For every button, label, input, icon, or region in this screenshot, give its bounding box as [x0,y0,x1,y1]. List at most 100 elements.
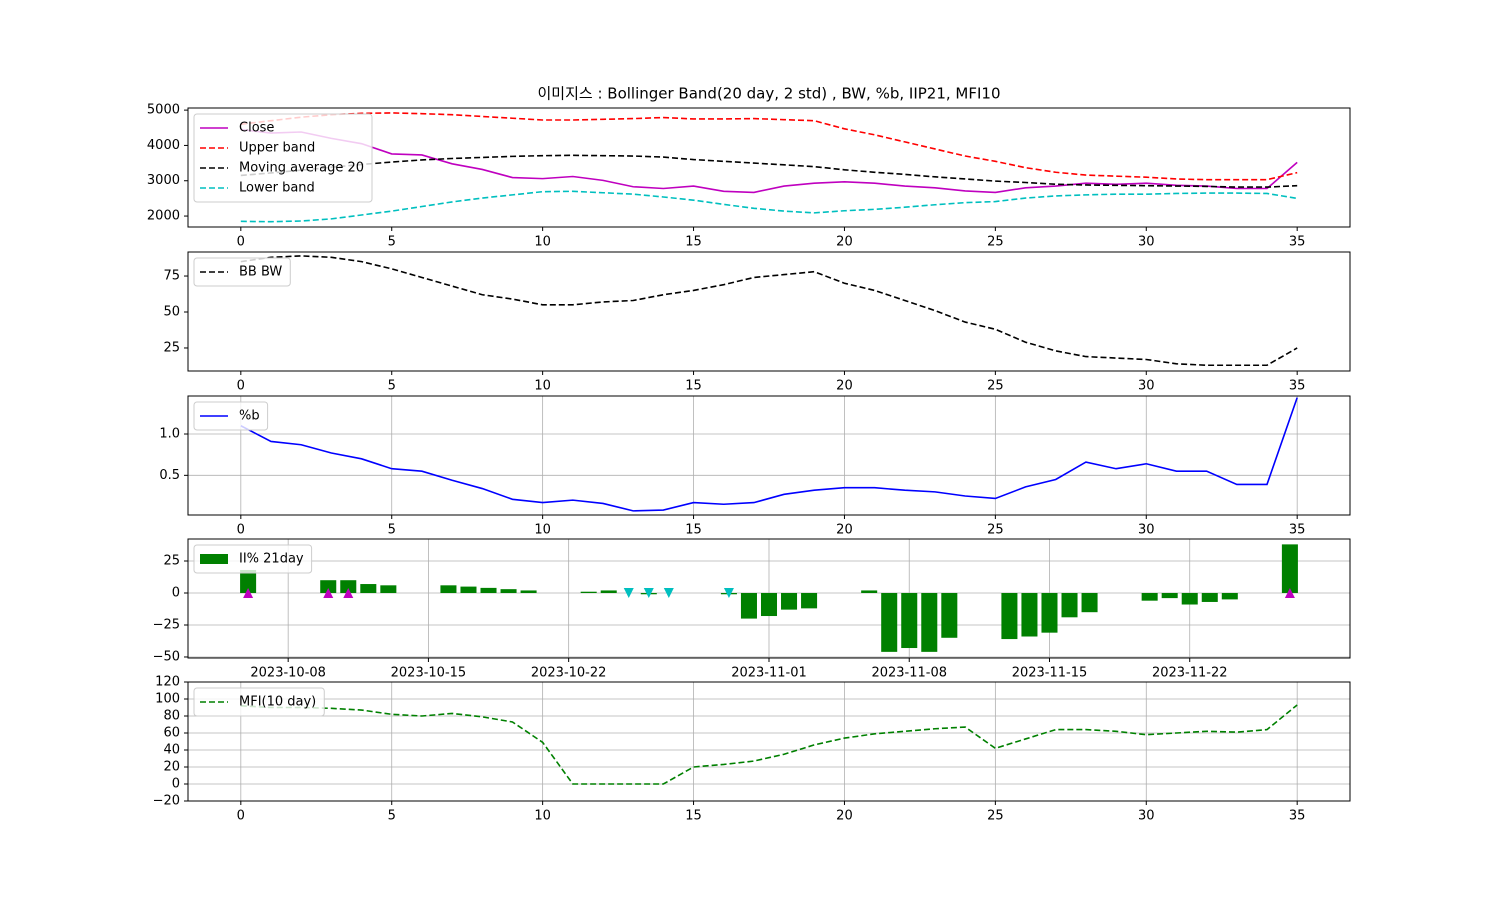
bar [921,592,938,652]
legend-label: Upper band [239,141,315,156]
up-marker [343,587,354,598]
series-line [240,190,1298,223]
bar [801,592,818,609]
bar [1021,592,1038,637]
y-tick-label: 75 [163,269,180,284]
y-tick-label: 25 [163,340,180,355]
legend-frame [193,401,269,431]
legend-label: II% 21day [239,552,304,567]
x-tick-label: 2023-11-01 [731,666,807,681]
y-tick-label: 50 [163,305,180,320]
x-tick-label: 15 [685,809,702,824]
axes-frame [187,395,1351,516]
legend-frame [193,687,325,717]
y-tick-label: 20 [163,760,180,775]
series-line [240,128,1298,194]
x-tick-label: 30 [1138,523,1155,538]
bar [1061,592,1078,618]
y-tick-label: 120 [155,675,180,690]
x-tick-label: 25 [987,379,1004,394]
y-tick-label: 60 [163,726,180,741]
y-tick-label: 0.5 [159,468,180,483]
up-marker [323,587,334,598]
bar [881,592,898,652]
bar [901,592,918,649]
legend-label: BB BW [239,265,282,280]
x-tick-label: 35 [1289,379,1306,394]
y-tick-label: 0 [172,777,180,792]
bar [1001,592,1018,640]
bar [1081,592,1098,613]
bar [360,584,377,593]
bar [1221,592,1238,600]
bar [320,580,337,593]
bar [1161,592,1178,599]
bar [740,592,757,619]
bar [480,587,497,593]
legend-label: Moving average 20 [239,161,364,176]
legend-label: MFI(10 day) [239,695,316,710]
y-tick-label: 0 [172,585,180,600]
y-tick-label: −25 [153,617,180,632]
y-tick-label: 80 [163,709,180,724]
y-tick-label: −20 [153,794,180,809]
x-tick-label: 2023-11-22 [1152,666,1228,681]
x-tick-label: 25 [987,523,1004,538]
x-tick-label: 5 [388,379,396,394]
legend-label: %b [239,409,260,424]
x-tick-label: 2023-10-15 [391,666,467,681]
x-tick-label: 30 [1138,235,1155,250]
up-marker [243,587,254,598]
bar [1181,592,1198,605]
series-line [240,154,1298,188]
x-tick-label: 0 [237,235,245,250]
bar [781,592,798,610]
bar [460,586,477,593]
bar [440,585,457,593]
x-tick-label: 20 [836,523,853,538]
y-tick-label: 4000 [147,138,180,153]
bar [380,585,397,593]
x-tick-label: 2023-10-22 [531,666,607,681]
y-tick-label: 2000 [147,209,180,224]
x-tick-label: 10 [534,235,551,250]
axes-frame [187,538,1351,659]
x-tick-label: 25 [987,809,1004,824]
x-tick-label: 5 [388,809,396,824]
legend-label: Close [239,121,274,136]
x-tick-label: 35 [1289,235,1306,250]
x-tick-label: 0 [237,379,245,394]
x-tick-label: 15 [685,523,702,538]
legend-label: Lower band [239,181,315,196]
x-tick-label: 30 [1138,809,1155,824]
y-tick-label: −50 [153,649,180,664]
bar [500,589,517,593]
series-line [240,255,1298,367]
x-tick-label: 2023-11-08 [871,666,947,681]
legend-frame [193,113,373,203]
x-tick-label: 10 [534,379,551,394]
x-tick-label: 10 [534,809,551,824]
bar [600,590,617,593]
legend-swatch [200,554,228,564]
x-tick-label: 0 [237,523,245,538]
x-tick-label: 0 [237,809,245,824]
down-marker [643,587,654,598]
bar [941,592,958,638]
y-tick-label: 1.0 [159,427,180,442]
axes-frame [187,107,1351,228]
x-tick-label: 20 [836,235,853,250]
x-tick-label: 25 [987,235,1004,250]
x-tick-label: 30 [1138,379,1155,394]
x-tick-label: 2023-11-15 [1012,666,1088,681]
series-line [240,397,1298,512]
bar [580,591,597,593]
bar [1281,544,1298,593]
up-marker [1284,587,1295,598]
x-tick-label: 20 [836,379,853,394]
bar [861,590,878,593]
x-tick-label: 5 [388,523,396,538]
x-tick-label: 15 [685,379,702,394]
